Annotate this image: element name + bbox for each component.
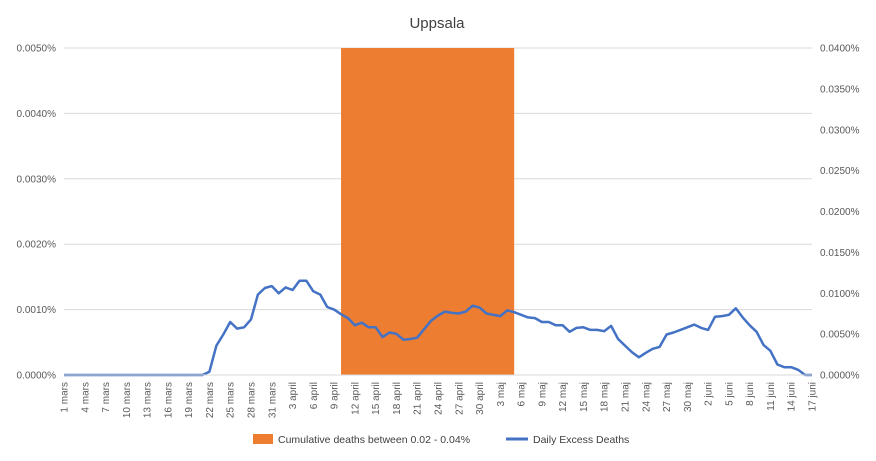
legend: Cumulative deaths between 0.02 - 0.04% D… <box>253 434 629 446</box>
x-tick-label: 15 april <box>371 382 382 415</box>
chart-title: Uppsala <box>409 15 465 32</box>
x-tick-label: 12 april <box>350 382 361 415</box>
x-tick-label: 30 april <box>475 382 486 415</box>
x-tick-label: 12 maj <box>558 382 569 412</box>
x-tick-label: 18 maj <box>600 382 611 412</box>
y-right-tick-label: 0.0200% <box>820 207 860 218</box>
x-tick-label: 30 maj <box>683 382 694 412</box>
legend-label-band: Cumulative deaths between 0.02 - 0.04% <box>278 434 470 446</box>
x-tick-label: 8 juni <box>745 382 756 406</box>
y-left-tick-label: 0.0030% <box>17 174 57 185</box>
x-tick-label: 19 mars <box>184 382 195 418</box>
x-tick-label: 15 maj <box>579 382 590 412</box>
x-tick-label: 7 mars <box>101 382 112 413</box>
band-bar <box>341 48 515 375</box>
x-tick-label: 24 maj <box>641 382 652 412</box>
legend-label-series: Daily Excess Deaths <box>533 434 629 446</box>
y-right-tick-label: 0.0100% <box>820 289 860 300</box>
y-left-tick-label: 0.0040% <box>17 109 57 120</box>
x-tick-label: 14 juni <box>787 382 798 411</box>
x-tick-label: 6 april <box>309 382 320 409</box>
x-tick-label: 28 mars <box>247 382 258 418</box>
y-left-tick-label: 0.0000% <box>17 371 57 382</box>
x-tick-label: 2 juni <box>704 382 715 406</box>
x-tick-label: 22 mars <box>205 382 216 418</box>
x-tick-label: 11 juni <box>766 382 777 411</box>
x-tick-label: 27 april <box>454 382 465 415</box>
x-tick-label: 21 april <box>413 382 424 415</box>
axes: 0.0000% 0.0010% 0.0020% 0.0030% 0.0040% 0.005… <box>17 44 860 419</box>
x-tick-label: 5 juni <box>724 382 735 406</box>
x-tick-label: 21 maj <box>621 382 632 412</box>
x-tick-label: 16 mars <box>163 382 174 418</box>
y-left-tick-label: 0.0010% <box>17 305 57 316</box>
y-right-tick-label: 0.0150% <box>820 248 860 259</box>
x-tick-label: 1 mars <box>60 382 71 413</box>
x-tick-label: 3 maj <box>496 382 507 406</box>
x-tick-label: 18 april <box>392 382 403 415</box>
y-left-tick-label: 0.0020% <box>17 240 57 251</box>
x-tick-label: 6 maj <box>517 382 528 406</box>
x-tick-label: 27 maj <box>662 382 673 412</box>
x-tick-label: 10 mars <box>122 382 133 418</box>
band-layer <box>341 48 515 375</box>
x-tick-label: 3 april <box>288 382 299 409</box>
x-tick-label: 9 maj <box>537 382 548 406</box>
y-right-tick-label: 0.0350% <box>820 84 860 95</box>
y-left-tick-label: 0.0050% <box>17 44 57 55</box>
x-tick-label: 9 april <box>330 382 341 409</box>
x-tick-label: 4 mars <box>80 382 91 413</box>
y-right-tick-label: 0.0000% <box>820 371 860 382</box>
x-tick-label: 31 mars <box>267 382 278 418</box>
legend-swatch-band <box>253 434 273 444</box>
x-tick-label: 13 mars <box>143 382 154 418</box>
x-tick-label: 17 juni <box>808 382 819 411</box>
x-tick-label: 25 mars <box>226 382 237 418</box>
y-right-tick-label: 0.0250% <box>820 166 860 177</box>
y-right-tick-label: 0.0400% <box>820 44 860 55</box>
y-right-tick-label: 0.0300% <box>820 125 860 136</box>
x-tick-label: 24 april <box>434 382 445 415</box>
y-right-tick-label: 0.0050% <box>820 330 860 341</box>
